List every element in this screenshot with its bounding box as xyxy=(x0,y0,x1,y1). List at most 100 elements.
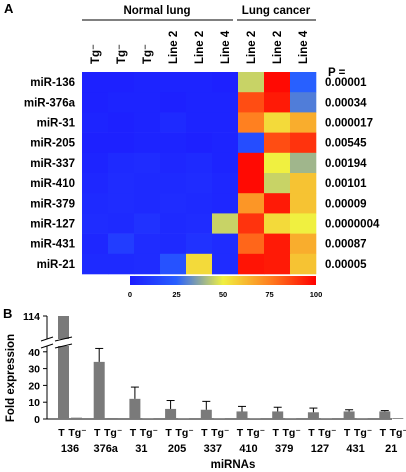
heatmap-cell xyxy=(212,233,239,255)
category-label: 127 xyxy=(311,443,329,455)
category-label: 205 xyxy=(168,443,186,455)
heatmap-cell xyxy=(238,132,265,154)
heatmap-row-label: miR-431 xyxy=(30,239,75,251)
heatmap-row-labels: miR-136 miR-376a miR-31 miR-205 miR-337 miR-4… xyxy=(24,77,76,271)
category-label: 379 xyxy=(275,443,293,455)
panel-a-label: A xyxy=(4,1,14,16)
heatmap-cell xyxy=(186,92,213,113)
heatmap-cell xyxy=(290,173,317,194)
bar-t xyxy=(307,412,319,419)
bar-label-t: T xyxy=(308,427,315,439)
bar-tg-neg xyxy=(178,418,190,419)
bar-label-tg-neg: Tg⁻ xyxy=(318,427,336,439)
heatmap-cell xyxy=(134,152,161,174)
heatmap-cell xyxy=(264,132,291,154)
heatmap-cell xyxy=(290,112,317,133)
heatmap-cells xyxy=(82,72,317,275)
heatmap-cell xyxy=(238,72,265,93)
heatmap-cell xyxy=(264,112,291,133)
bar-tg-neg xyxy=(285,418,297,419)
heatmap-cell xyxy=(108,152,135,174)
bar-label-tg-neg: Tg⁻ xyxy=(390,427,406,439)
heatmap-cell xyxy=(212,72,239,93)
bar-label-tg-neg: Tg⁻ xyxy=(247,427,265,439)
heatmap-row-label: miR-410 xyxy=(30,178,75,190)
bar-tg-neg xyxy=(106,417,118,419)
heatmap-cell xyxy=(186,193,213,214)
heatmap-cell xyxy=(212,193,239,214)
bar-tg-neg xyxy=(249,418,261,419)
heatmap-cell xyxy=(82,253,109,275)
bar-label-t: T xyxy=(344,427,351,439)
heatmap-cell xyxy=(290,152,317,174)
bar-t xyxy=(129,398,141,419)
bar-t xyxy=(343,411,355,419)
colorbar-tick-label: 25 xyxy=(172,290,180,299)
p-value: 0.00034 xyxy=(325,97,367,109)
heatmap-cell xyxy=(290,92,317,113)
bar-t xyxy=(200,409,212,419)
bar-break-gap xyxy=(57,339,70,346)
heatmap-column-label: Line 2 xyxy=(168,31,180,64)
heatmap-column-label: Line 2 xyxy=(272,31,284,64)
heatmap-cell xyxy=(238,173,265,194)
heatmap-cell xyxy=(212,92,239,113)
bar-t xyxy=(379,411,391,419)
heatmap-cell xyxy=(108,112,135,133)
heatmap-cell xyxy=(82,152,109,174)
p-value: 0.0000004 xyxy=(325,219,380,231)
heatmap-cell xyxy=(186,152,213,174)
p-value: 0.00087 xyxy=(325,239,367,251)
category-label: 21 xyxy=(385,443,397,455)
colorbar-tick-label: 0 xyxy=(128,290,132,299)
heatmap-cell xyxy=(238,112,265,133)
bar-label-tg-neg: Tg⁻ xyxy=(175,427,193,439)
heatmap-cell xyxy=(290,233,317,255)
heatmap-cell xyxy=(264,72,291,93)
heatmap-cell xyxy=(290,72,317,93)
heatmap-cell xyxy=(108,173,135,194)
heatmap-cell xyxy=(134,193,161,214)
heatmap-cell xyxy=(108,233,135,255)
heatmap-cell xyxy=(264,173,291,194)
bar-t xyxy=(236,411,248,419)
heatmap-cell xyxy=(108,92,135,113)
group-label-normal-lung: Normal lung xyxy=(123,5,190,17)
heatmap-column-label: Line 4 xyxy=(220,30,232,64)
heatmap-cell xyxy=(160,152,187,174)
heatmap-column-label: Line 4 xyxy=(298,30,310,64)
heatmap-column-label: Tg⁻ xyxy=(90,44,102,64)
heatmap-cell xyxy=(186,253,213,275)
heatmap-cell xyxy=(264,152,291,174)
y-tick-label: 40 xyxy=(28,347,40,359)
heatmap-cell xyxy=(212,152,239,174)
heatmap-cell xyxy=(82,92,109,113)
heatmap-cell xyxy=(238,152,265,174)
heatmap-cell xyxy=(134,233,161,255)
heatmap-cell xyxy=(82,193,109,214)
bar-tg-neg xyxy=(71,417,82,419)
heatmap-cell xyxy=(186,112,213,133)
y-tick-label: 30 xyxy=(28,364,40,376)
heatmap-cell xyxy=(264,92,291,113)
heatmap-cell xyxy=(186,213,213,234)
panel-b-label: B xyxy=(3,306,12,321)
heatmap-cell xyxy=(290,193,317,214)
bar-break-mark xyxy=(54,336,73,342)
category-label: 136 xyxy=(61,443,79,455)
heatmap-row-label: miR-205 xyxy=(30,138,75,150)
bar-t xyxy=(58,316,69,419)
heatmap-cell xyxy=(134,213,161,234)
heatmap-cell xyxy=(108,72,135,93)
category-label: 410 xyxy=(239,443,257,455)
heatmap-cell xyxy=(134,72,161,93)
heatmap-row-label: miR-337 xyxy=(30,158,75,170)
bar-label-t: T xyxy=(237,427,244,439)
heatmap-cell xyxy=(290,253,317,275)
heatmap-cell xyxy=(134,112,161,133)
heatmap-cell xyxy=(290,132,317,154)
heatmap-cell xyxy=(264,233,291,255)
heatmap-cell xyxy=(212,132,239,154)
category-label: 31 xyxy=(135,443,147,455)
colorbar-tick-label: 75 xyxy=(265,290,273,299)
